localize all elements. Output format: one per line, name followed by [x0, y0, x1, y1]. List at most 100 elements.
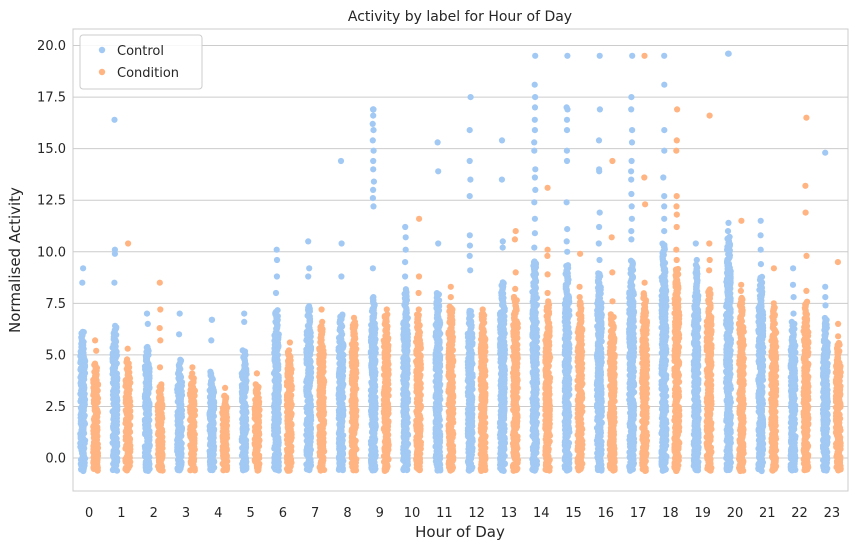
data-point-outlier — [692, 240, 699, 247]
data-point-outlier — [531, 81, 538, 88]
data-point-outlier — [435, 240, 442, 247]
data-point — [466, 307, 473, 314]
strip-control-hour-6 — [270, 246, 282, 474]
data-point-outlier — [531, 116, 538, 123]
data-point — [339, 311, 346, 318]
data-point — [112, 322, 119, 329]
data-point-outlier — [466, 127, 473, 134]
data-point-outlier — [273, 273, 280, 280]
data-point-outlier — [661, 228, 668, 235]
data-point-outlier — [628, 106, 635, 113]
strip-control-hour-8 — [335, 157, 347, 474]
strip-control-hour-1 — [109, 116, 121, 474]
data-point-outlier — [466, 242, 473, 249]
data-point-outlier — [564, 52, 571, 59]
data-point-outlier — [306, 265, 313, 272]
data-point-outlier — [531, 215, 539, 222]
strip-control-hour-3 — [174, 310, 186, 474]
data-point-outlier — [596, 223, 603, 231]
data-point-outlier — [370, 203, 377, 210]
data-point — [595, 270, 602, 277]
plot-area — [73, 29, 848, 491]
data-point-outlier — [628, 190, 635, 198]
data-point-outlier — [595, 240, 602, 247]
data-point — [370, 294, 377, 301]
data-point-outlier — [660, 174, 667, 181]
data-point-outlier — [466, 232, 473, 239]
data-point-outlier — [498, 176, 505, 183]
data-point-outlier — [596, 106, 604, 113]
data-point-outlier — [628, 157, 635, 165]
data-point-outlier — [338, 240, 345, 247]
data-point-outlier — [628, 94, 635, 101]
data-point-outlier — [466, 157, 473, 165]
data-point-outlier — [370, 186, 377, 193]
data-point-outlier — [693, 256, 700, 264]
data-point-outlier — [402, 259, 409, 266]
data-point-outlier — [628, 139, 636, 146]
data-point — [274, 307, 281, 314]
data-point-outlier — [111, 279, 118, 286]
data-point-outlier — [402, 273, 409, 280]
strip-control-hour-2 — [141, 310, 153, 474]
data-point-outlier — [338, 273, 345, 280]
data-point-outlier — [402, 223, 409, 231]
data-point-outlier — [661, 193, 668, 200]
data-point — [499, 279, 506, 286]
data-point-outlier — [661, 127, 668, 134]
data-point-outlier — [499, 238, 506, 245]
data-point — [144, 343, 151, 351]
data-point-outlier — [629, 127, 636, 134]
data-point-outlier — [402, 246, 409, 253]
data-point-outlier — [563, 238, 570, 245]
data-point-outlier — [563, 199, 570, 206]
data-point-outlier — [499, 244, 506, 251]
data-point-outlier — [661, 215, 668, 222]
data-point-outlier — [143, 310, 151, 317]
data-point-outlier — [628, 228, 635, 235]
data-point-outlier — [111, 116, 118, 123]
data-point-outlier — [369, 265, 376, 272]
data-point-outlier — [661, 147, 668, 154]
data-point-outlier — [208, 316, 215, 323]
data-point-outlier — [208, 337, 215, 344]
data-point-outlier — [532, 94, 539, 101]
data-point — [79, 328, 86, 335]
data-point-outlier — [563, 116, 571, 123]
data-point-outlier — [564, 226, 571, 233]
data-point-outlier — [80, 265, 87, 272]
data-point-outlier — [434, 139, 441, 146]
y-gridlines — [73, 45, 848, 459]
data-point-outlier — [531, 174, 539, 181]
strip-control-hour-7 — [303, 238, 315, 474]
data-point-outlier — [563, 147, 571, 154]
data-point-outlier — [467, 176, 474, 183]
data-point — [627, 257, 635, 264]
data-point-outlier — [111, 250, 118, 257]
data-point-outlier — [369, 106, 377, 113]
data-point-outlier — [144, 320, 151, 327]
data-point-outlier — [628, 168, 635, 175]
data-point-outlier — [402, 234, 409, 241]
data-point-outlier — [532, 52, 539, 59]
data-point-outlier — [564, 248, 571, 255]
data-point-outlier — [467, 94, 474, 101]
data-point-outlier — [305, 273, 312, 280]
data-point-outlier — [596, 168, 603, 175]
data-point — [433, 290, 440, 297]
data-point-outlier — [563, 157, 571, 165]
data-point-outlier — [628, 236, 635, 243]
data-point-outlier — [661, 203, 668, 210]
data-point-outlier — [629, 52, 636, 59]
data-point-outlier — [272, 289, 280, 297]
data-point-outlier — [467, 267, 474, 274]
strip-control-hour-0 — [77, 265, 89, 475]
data-point — [659, 240, 666, 247]
data-point-outlier — [531, 244, 538, 251]
data-point-outlier — [531, 127, 539, 134]
data-point-outlier — [531, 199, 538, 206]
data-point — [531, 258, 538, 265]
data-point-outlier — [241, 310, 248, 317]
data-point-outlier — [370, 112, 377, 119]
data-point-outlier — [628, 203, 635, 210]
